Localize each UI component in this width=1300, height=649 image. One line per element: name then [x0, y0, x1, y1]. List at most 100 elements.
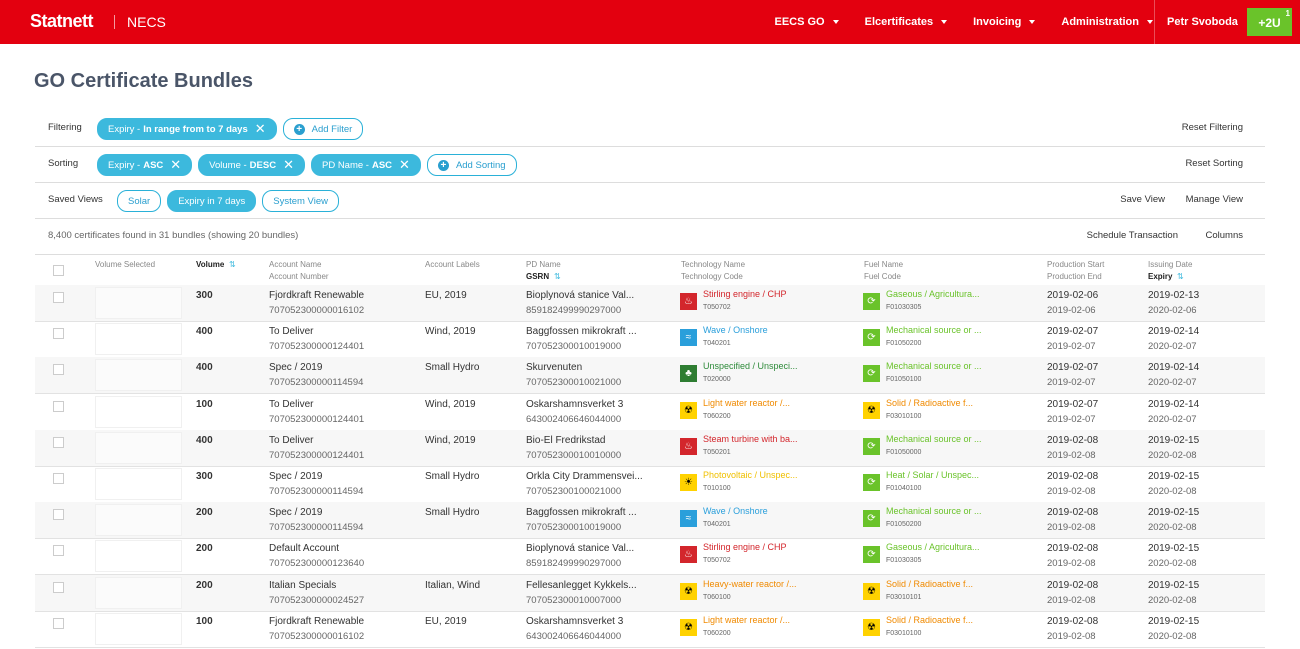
filter-bar: Filtering Expiry - In range from to 7 day… [35, 110, 1265, 147]
volume-selected-input[interactable] [95, 395, 182, 428]
volume-selected-input[interactable] [95, 576, 182, 609]
technology-icon: ☀ [680, 474, 697, 491]
row-checkbox[interactable] [53, 328, 64, 340]
nav-item[interactable]: Invoicing [973, 16, 1035, 28]
prod-end: 2019-02-08 [1047, 594, 1096, 606]
chip[interactable]: PD Name - ASC ✕ [310, 154, 421, 176]
fuel-icon: ⟳ [863, 293, 880, 310]
fuel-name: Mechanical source or ... [886, 325, 982, 336]
view-chip[interactable]: Solar [117, 190, 162, 212]
chip[interactable]: Expiry - ASC ✕ [97, 154, 193, 176]
chip-value: ASC [143, 159, 164, 171]
view-chip[interactable]: System View [262, 190, 339, 212]
tech-name: Light water reactor /... [703, 397, 791, 408]
brand[interactable]: Statnett [30, 11, 94, 31]
add-chip[interactable]: + Add Filter [282, 118, 364, 140]
sort-indicator[interactable]: ⇅ [554, 272, 561, 281]
brand-separator [114, 15, 115, 29]
sort-indicator[interactable]: ⇅ [1177, 272, 1184, 281]
column-header: Production Start [1047, 260, 1105, 269]
volume-selected-input[interactable] [95, 612, 182, 645]
column-header[interactable]: Volume [196, 260, 225, 269]
nav-item[interactable]: Elcertificates [865, 16, 947, 28]
technology-icon: ≈ [680, 510, 697, 528]
row-checkbox[interactable] [53, 364, 64, 376]
row-checkbox[interactable] [53, 400, 64, 412]
issuing: 2019-02-15 [1148, 579, 1200, 591]
column-header[interactable]: Expiry [1148, 272, 1173, 281]
manage-view[interactable]: Manage View [1185, 194, 1243, 205]
add-icon: + [437, 159, 449, 171]
fuel-code: F03010100 [886, 629, 922, 637]
volume-selected-input[interactable] [95, 359, 182, 392]
chip[interactable]: Expiry - In range from to 7 days ✕ [97, 118, 277, 140]
expiry: 2020-02-08 [1148, 449, 1197, 461]
technology-icon: ☢ [680, 618, 697, 636]
badge-count: 1 [1285, 9, 1290, 18]
fuel-icon: ⟳ [863, 510, 880, 528]
chip-remove[interactable]: ✕ [399, 157, 410, 172]
chip[interactable]: Volume - DESC ✕ [198, 154, 305, 176]
row-checkbox[interactable] [53, 581, 64, 593]
chip-remove[interactable]: ✕ [170, 157, 182, 172]
user-menu[interactable]: Petr Svoboda [1154, 0, 1250, 44]
row-checkbox[interactable] [53, 473, 64, 484]
column-header: Account Number [269, 272, 329, 281]
column-header[interactable]: GSRN [526, 272, 550, 281]
account-number: 707052300000124401 [269, 341, 365, 353]
select-all[interactable] [53, 265, 64, 276]
nav-item[interactable]: EECS GO [774, 16, 838, 28]
pd-name: Orkla City Drammensvei... [526, 471, 643, 482]
nav-item[interactable]: Administration [1061, 16, 1153, 28]
issuing: 2019-02-14 [1148, 326, 1200, 338]
tech-name: Stirling engine / CHP [703, 542, 787, 553]
prod-end: 2019-02-08 [1047, 486, 1096, 497]
volume-selected-input[interactable] [95, 431, 182, 464]
badge-label: +2U [1258, 16, 1281, 30]
gsrn: 643002406646044000 [526, 413, 622, 425]
gsrn: 707052300010021000 [526, 377, 622, 389]
schedule-transaction[interactable]: Schedule Transaction [1086, 230, 1178, 241]
prod-end: 2019-02-06 [1047, 305, 1096, 316]
volume-selected-input[interactable] [95, 287, 182, 319]
volume-selected-input[interactable] [95, 323, 182, 356]
tech-code: T060100 [703, 593, 731, 601]
tech-code: T020000 [703, 376, 731, 384]
row-checkbox[interactable] [53, 292, 64, 303]
filter-label: Filtering [48, 122, 82, 133]
save-view[interactable]: Save View [1120, 194, 1165, 205]
sort-indicator[interactable]: ⇅ [229, 260, 236, 269]
issuing: 2019-02-14 [1148, 362, 1200, 374]
column-header: Volume Selected [95, 260, 156, 269]
volume-selected-input[interactable] [95, 504, 182, 537]
row-checkbox[interactable] [53, 509, 64, 521]
account-name: Fjordkraft Renewable [269, 290, 365, 301]
row-checkbox[interactable] [53, 617, 64, 629]
volume-selected-input[interactable] [95, 468, 182, 500]
technology-icon: ☢ [680, 582, 697, 600]
chip-remove[interactable]: ✕ [283, 157, 294, 172]
tech-name: Wave / Onshore [703, 325, 768, 336]
row-checkbox[interactable] [53, 436, 64, 448]
fuel-code: F01030305 [886, 304, 922, 311]
column-header: Fuel Name [864, 260, 904, 269]
reset-sorting[interactable]: Reset Sorting [1185, 158, 1243, 169]
columns[interactable]: Columns [1205, 230, 1244, 241]
prod-start: 2019-02-08 [1047, 543, 1099, 555]
gsrn: 707052300010019000 [526, 522, 622, 534]
volume-selected-input[interactable] [95, 540, 182, 573]
tech-name: Unspecified / Unspeci... [703, 361, 798, 372]
fuel-code: F01040100 [886, 485, 922, 492]
view-chip[interactable]: Expiry in 7 days [167, 190, 257, 212]
account-number: 707052300000016102 [269, 630, 365, 642]
table-row: 400 Spec / 2019 707052300000114594 Small Hy… [35, 357, 1265, 395]
table-row: 300 Fjordkraft Renewable 70705230000001610… [35, 285, 1265, 322]
technology-icon: ♣ [680, 365, 697, 383]
notification-badge[interactable]: +2U 1 [1247, 8, 1292, 36]
reset-filtering[interactable]: Reset Filtering [1181, 122, 1243, 133]
column-header: Account Labels [425, 260, 480, 269]
prod-end: 2019-02-08 [1047, 449, 1096, 461]
row-checkbox[interactable] [53, 545, 64, 557]
chip-remove[interactable]: ✕ [254, 121, 266, 136]
add-chip[interactable]: + Add Sorting [426, 154, 517, 176]
